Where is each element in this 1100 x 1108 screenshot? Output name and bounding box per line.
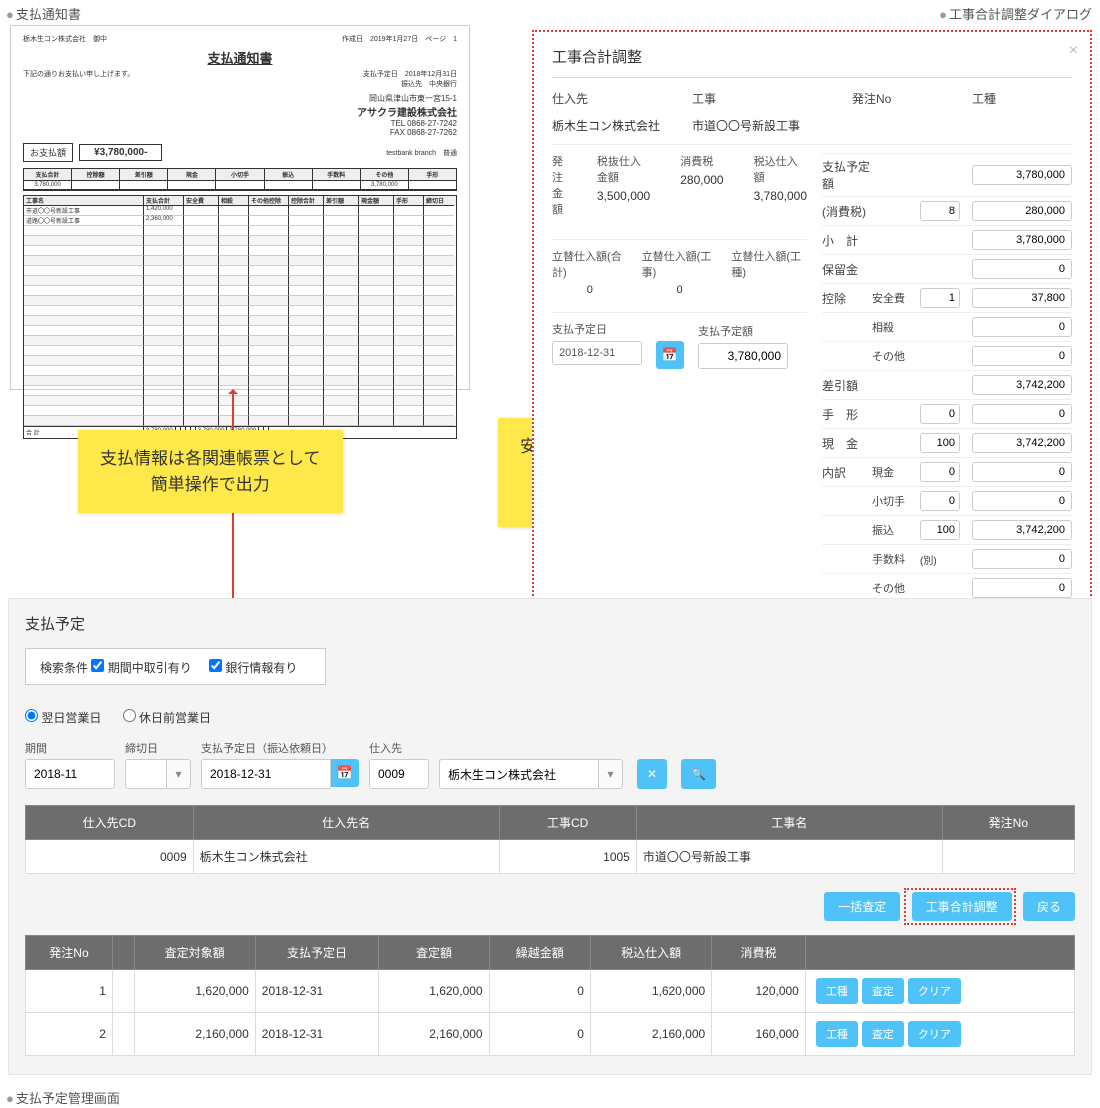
panel-title: 支払予定 <box>25 613 1075 634</box>
clear-icon[interactable]: ✕ <box>637 759 667 789</box>
radio-prev-day[interactable]: 休日前営業日 <box>123 711 211 725</box>
calendar-icon[interactable]: 📅 <box>656 341 684 369</box>
pay-amount-input[interactable] <box>698 343 788 369</box>
dialog-title: 工事合計調整 <box>552 46 1072 78</box>
section-label-panel: ●支払予定管理画面 <box>6 1088 120 1107</box>
table-row[interactable]: 22,160,0002018-12-312,160,00002,160,0001… <box>26 1013 1075 1056</box>
paydate-input[interactable] <box>201 759 331 789</box>
callout-output: 支払情報は各関連帳票として簡単操作で出力 <box>78 430 343 513</box>
plan-amount[interactable] <box>972 165 1072 185</box>
payment-schedule-panel: 支払予定 検索条件 期間中取引有り 銀行情報有り 翌日営業日 休日前営業日 期間… <box>8 598 1092 1075</box>
due-input[interactable] <box>125 759 167 789</box>
section-label-dialog: ●工事合計調整ダイアログ <box>939 4 1092 23</box>
assess-button[interactable]: 査定 <box>862 1021 904 1047</box>
back-button[interactable]: 戻る <box>1023 892 1075 921</box>
chk-bank[interactable]: 銀行情報有り <box>209 661 297 675</box>
wtype-button[interactable]: 工種 <box>816 978 858 1004</box>
chk-period[interactable]: 期間中取引有り <box>91 661 191 675</box>
clear-button[interactable]: クリア <box>908 1021 961 1047</box>
chevron-down-icon[interactable]: ▾ <box>599 759 623 789</box>
batch-assess-button[interactable]: 一括査定 <box>824 892 900 921</box>
wtype-button[interactable]: 工種 <box>816 1021 858 1047</box>
clear-button[interactable]: クリア <box>908 978 961 1004</box>
radio-next-day[interactable]: 翌日営業日 <box>25 711 101 725</box>
table-row[interactable]: 11,620,0002018-12-311,620,00001,620,0001… <box>26 970 1075 1013</box>
pay-date-input[interactable] <box>552 341 642 365</box>
search-icon[interactable]: 🔍 <box>681 759 716 789</box>
payment-notice-doc: 栃木生コン株式会社 御中作成日 2019年1月27日 ページ 1 支払通知書 下… <box>10 25 470 390</box>
close-icon[interactable]: × <box>1069 42 1078 60</box>
chevron-down-icon[interactable]: ▾ <box>167 759 191 789</box>
supplier-table: 仕入先CD仕入先名工事CD工事名発注No 0009栃木生コン株式会社1005市道… <box>25 805 1075 874</box>
period-input[interactable] <box>25 759 115 789</box>
doc-title: 支払通知書 <box>23 48 457 67</box>
search-conditions: 検索条件 期間中取引有り 銀行情報有り <box>25 648 326 685</box>
table-row[interactable]: 0009栃木生コン株式会社1005市道〇〇号新設工事 <box>26 840 1075 874</box>
assess-button[interactable]: 査定 <box>862 978 904 1004</box>
adjustment-button[interactable]: 工事合計調整 <box>912 892 1012 921</box>
supplier-code-input[interactable] <box>369 759 429 789</box>
order-table: 発注No査定対象額支払予定日査定額繰越金額税込仕入額消費税 11,620,000… <box>25 935 1075 1056</box>
supplier-name-input[interactable] <box>439 759 599 789</box>
calendar-icon[interactable]: 📅 <box>331 759 359 787</box>
section-label-doc: ●支払通知書 <box>6 4 81 23</box>
